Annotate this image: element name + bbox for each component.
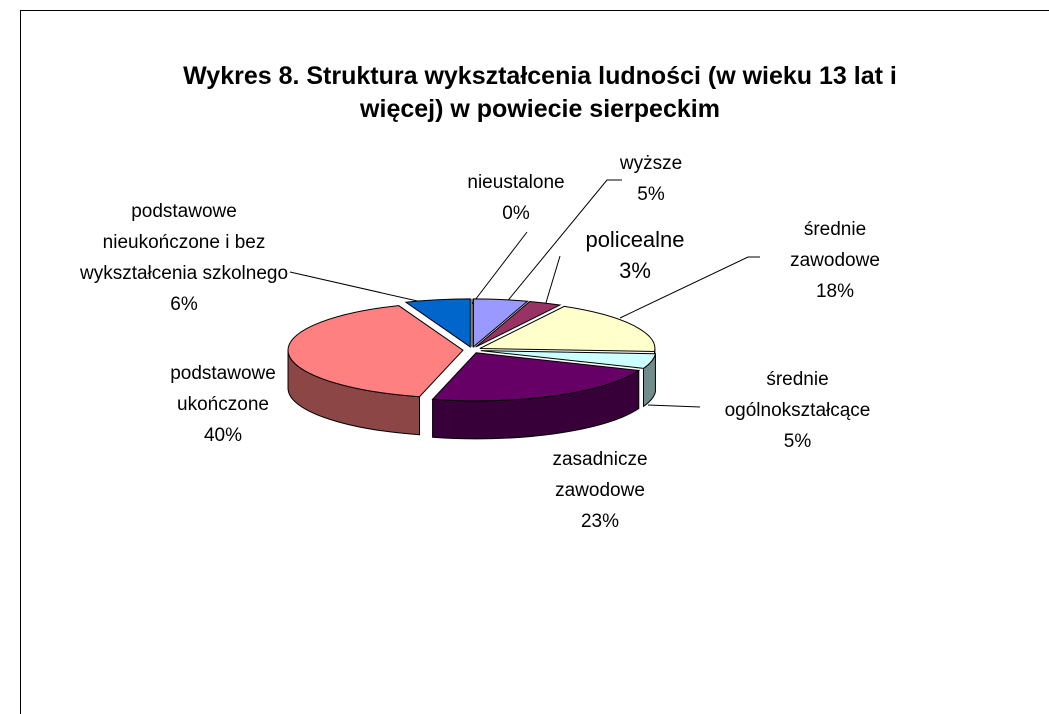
slice-label: podstawowe nieukończone i bez wykształce…	[78, 196, 290, 320]
slice-label: podstawowe ukończone 40%	[133, 358, 313, 451]
pie	[287, 298, 657, 440]
slice	[475, 300, 562, 348]
chart-title: Wykres 8. Struktura wykształcenia ludnoś…	[183, 62, 897, 123]
category-label: podstawowe nieukończone i bez wykształce…	[79, 201, 289, 284]
category-label: nieustalone	[467, 172, 565, 193]
value-label: 6%	[170, 294, 198, 315]
leader-line	[544, 255, 561, 307]
slice	[479, 305, 656, 353]
leader-lines	[289, 179, 760, 408]
slice-label: średnie zawodowe 18%	[740, 214, 930, 307]
category-label: średnie zawodowe	[790, 219, 880, 271]
leader-line	[619, 256, 760, 319]
category-label: zasadnicze zawodowe	[552, 449, 648, 501]
category-label: wyższe	[619, 153, 683, 174]
slice	[404, 298, 471, 348]
value-label: 3%	[619, 258, 651, 283]
slice-label: wyższe 5%	[601, 148, 701, 210]
leader-line	[647, 404, 701, 408]
value-label: 5%	[637, 184, 665, 205]
slice-label: policealne 3%	[565, 224, 705, 286]
value-label: 40%	[203, 425, 243, 446]
slice	[472, 298, 529, 348]
category-label: policealne	[585, 227, 685, 252]
value-label: 5%	[783, 431, 812, 452]
slice-label: nieustalone 0%	[426, 167, 606, 229]
category-label: podstawowe ukończone	[170, 363, 276, 415]
leader-line	[289, 271, 436, 306]
leader-line	[504, 179, 622, 305]
slice	[287, 305, 464, 398]
value-label: 18%	[815, 281, 855, 302]
slice	[480, 350, 657, 369]
slice-label: zasadnicze zawodowe 23%	[500, 444, 700, 537]
slice	[431, 352, 641, 402]
leader-line	[471, 231, 528, 305]
value-label: 0%	[502, 203, 530, 224]
value-label: 23%	[580, 511, 620, 532]
slice-label: średnie ogólnokształcące 5%	[680, 364, 915, 457]
category-label: średnie ogólnokształcące	[724, 369, 871, 421]
